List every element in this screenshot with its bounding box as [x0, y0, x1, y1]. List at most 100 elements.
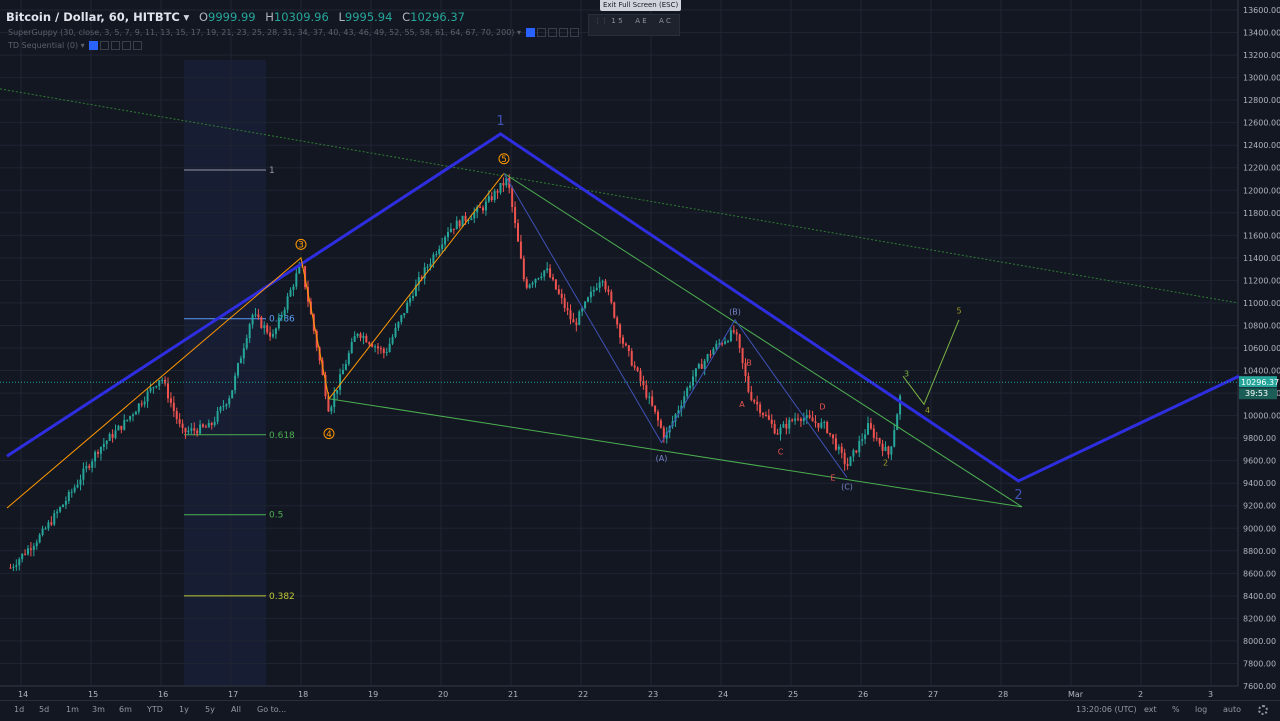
range-all[interactable]: All: [231, 705, 241, 714]
drag-handle-icon[interactable]: ⋮⋮: [594, 17, 608, 25]
candle-body: [811, 417, 814, 422]
price-chart[interactable]: 7600.00 7800.00 8000.00 8200.00 8400.00 8600.…: [0, 0, 1280, 700]
chevron-down-icon[interactable]: ▾: [516, 28, 521, 37]
candle-body: [400, 315, 403, 322]
x-tick-label: 14: [18, 690, 28, 699]
candle-body: [496, 191, 499, 193]
countdown-label: 39:53: [1245, 389, 1268, 398]
candle-body: [356, 333, 359, 337]
projection-label-3: 3: [904, 370, 909, 379]
range-3m[interactable]: 3m: [92, 705, 105, 714]
source-icon[interactable]: [547, 28, 557, 37]
candle-body: [592, 289, 595, 292]
candle-body: [344, 364, 347, 370]
settings-icon[interactable]: [536, 28, 546, 37]
indicator-td-sequential[interactable]: TD Sequential (0) ▾: [8, 41, 143, 50]
candle-body: [79, 479, 82, 485]
wave-label-impulse-5: 5: [501, 155, 507, 165]
range-1m[interactable]: 1m: [66, 705, 79, 714]
open-label: O: [198, 10, 209, 24]
candle-body: [525, 279, 528, 288]
y-tick-label: 11200.00: [1243, 276, 1280, 285]
fib-level-label: 0.618: [269, 431, 295, 441]
extended-hours-toggle[interactable]: ext: [1144, 705, 1157, 714]
chart-header: Bitcoin / Dollar, 60, HITBTC ▾ O9999.99 …: [6, 10, 465, 24]
candle-body: [102, 443, 105, 447]
wave-label-impulse-5-circle: [498, 153, 510, 165]
candle-body: [391, 336, 394, 344]
candle-body: [519, 241, 522, 259]
exit-fullscreen-button[interactable]: Exit Full Screen (ESC): [600, 0, 682, 11]
candle-body: [73, 487, 76, 492]
symbol-title[interactable]: Bitcoin / Dollar, 60, HITBTC: [6, 10, 180, 24]
close-value: 10296.37: [410, 10, 465, 24]
range-ytd[interactable]: YTD: [147, 705, 163, 714]
candle-body: [204, 426, 207, 428]
low-label: L: [338, 10, 345, 24]
candle-body: [99, 446, 102, 454]
close-icon[interactable]: [133, 41, 143, 50]
candle-body: [353, 336, 356, 342]
percent-scale-toggle[interactable]: %: [1172, 705, 1180, 714]
range-5y[interactable]: 5y: [205, 705, 215, 714]
candle-body: [193, 428, 196, 431]
candle-body: [613, 302, 616, 318]
range-5d[interactable]: 5d: [39, 705, 50, 714]
candle-body: [601, 281, 604, 283]
candle-body: [24, 553, 27, 555]
candle-body: [630, 351, 633, 366]
fib-zone: [184, 60, 266, 686]
candle-body: [627, 345, 630, 352]
indicator-superguppy[interactable]: SuperGuppy (30, close, 3, 5, 7, 9, 11, 1…: [8, 28, 579, 37]
candle-body: [155, 385, 158, 388]
candle-body: [146, 391, 149, 402]
candle-body: [132, 414, 134, 417]
elliott-correction-tool[interactable]: A C: [659, 17, 671, 25]
low-value: 9995.94: [344, 10, 393, 24]
goto-button[interactable]: Go to...: [257, 705, 287, 714]
chevron-down-icon[interactable]: ▾: [80, 41, 85, 50]
high-label: H: [265, 10, 274, 24]
elliott-triangle-tool[interactable]: A E: [635, 17, 647, 25]
candle-body: [371, 344, 374, 347]
range-1y[interactable]: 1y: [179, 705, 189, 714]
gear-icon[interactable]: [1258, 705, 1268, 715]
candle-body: [858, 440, 861, 453]
triangle-upper-line: [503, 172, 1023, 508]
eye-icon[interactable]: [525, 28, 535, 37]
candle-body: [245, 338, 248, 349]
candle-body: [470, 218, 473, 220]
log-scale-toggle[interactable]: log: [1195, 705, 1208, 714]
candle-body: [773, 423, 776, 434]
elliott-impulse-tool[interactable]: 1 5: [611, 17, 623, 25]
close-icon[interactable]: [569, 28, 579, 37]
candle-body: [394, 327, 397, 337]
candle-body: [161, 379, 164, 381]
y-tick-label: 12400.00: [1243, 141, 1280, 150]
candle-body: [899, 395, 902, 415]
x-tick-label: 16: [158, 690, 168, 699]
candle-body: [12, 566, 15, 568]
candle-body: [414, 284, 417, 297]
range-6m[interactable]: 6m: [119, 705, 132, 714]
auto-scale-toggle[interactable]: auto: [1223, 705, 1242, 714]
candle-body: [718, 343, 721, 345]
range-1d[interactable]: 1d: [14, 705, 25, 714]
x-tick-label: 27: [928, 690, 938, 699]
candle-body: [260, 317, 263, 328]
candle-body: [502, 182, 505, 186]
settings-icon[interactable]: [100, 41, 110, 50]
y-tick-label: 10800.00: [1243, 321, 1280, 330]
eye-icon[interactable]: [89, 41, 99, 50]
more-icon[interactable]: [558, 28, 568, 37]
more-icon[interactable]: [122, 41, 132, 50]
candle-body: [167, 383, 169, 399]
x-tick-label: 26: [858, 690, 868, 699]
candle-body: [587, 297, 589, 302]
candle-body: [277, 317, 280, 329]
source-icon[interactable]: [111, 41, 121, 50]
candle-body: [674, 414, 677, 422]
wave-label-impulse-4: 4: [326, 430, 332, 440]
chevron-down-icon[interactable]: ▾: [183, 10, 190, 24]
candle-body: [359, 333, 362, 338]
